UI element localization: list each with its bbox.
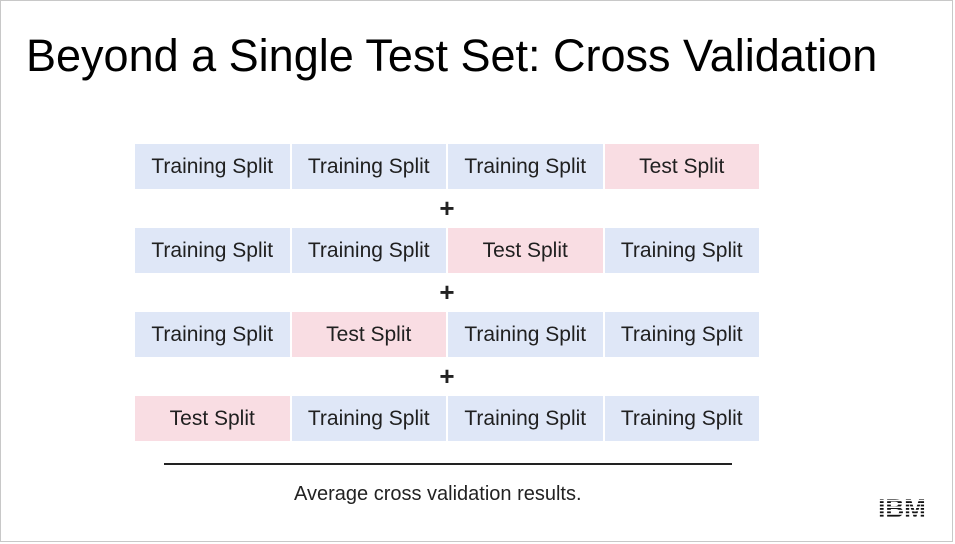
sum-rule-line	[164, 463, 732, 465]
fold-row-3: Training Split Test Split Training Split…	[135, 312, 759, 357]
training-split-cell: Training Split	[135, 144, 290, 189]
average-caption: Average cross validation results.	[294, 483, 582, 505]
cross-validation-grid: Training Split Training Split Training S…	[135, 144, 759, 441]
training-split-cell: Training Split	[448, 396, 603, 441]
plus-sign: +	[439, 361, 455, 391]
training-split-cell: Training Split	[604, 396, 759, 441]
training-split-cell: Training Split	[291, 144, 446, 189]
plus-sign: +	[439, 277, 455, 307]
ibm-logo: IBM	[878, 494, 926, 520]
training-split-cell: Training Split	[291, 228, 446, 273]
fold-row-1: Training Split Training Split Training S…	[135, 144, 759, 189]
slide-title: Beyond a Single Test Set: Cross Validati…	[26, 30, 878, 81]
plus-sign: +	[439, 193, 455, 223]
training-split-cell: Training Split	[604, 312, 759, 357]
test-split-cell: Test Split	[135, 396, 290, 441]
training-split-cell: Training Split	[448, 144, 603, 189]
training-split-cell: Training Split	[135, 312, 290, 357]
test-split-cell: Test Split	[291, 312, 446, 357]
test-split-cell: Test Split	[448, 228, 603, 273]
training-split-cell: Training Split	[291, 396, 446, 441]
test-split-cell: Test Split	[604, 144, 759, 189]
fold-row-4: Test Split Training Split Training Split…	[135, 396, 759, 441]
fold-row-2: Training Split Training Split Test Split…	[135, 228, 759, 273]
training-split-cell: Training Split	[448, 312, 603, 357]
training-split-cell: Training Split	[604, 228, 759, 273]
training-split-cell: Training Split	[135, 228, 290, 273]
ibm-logo-text: IBM	[878, 494, 926, 520]
